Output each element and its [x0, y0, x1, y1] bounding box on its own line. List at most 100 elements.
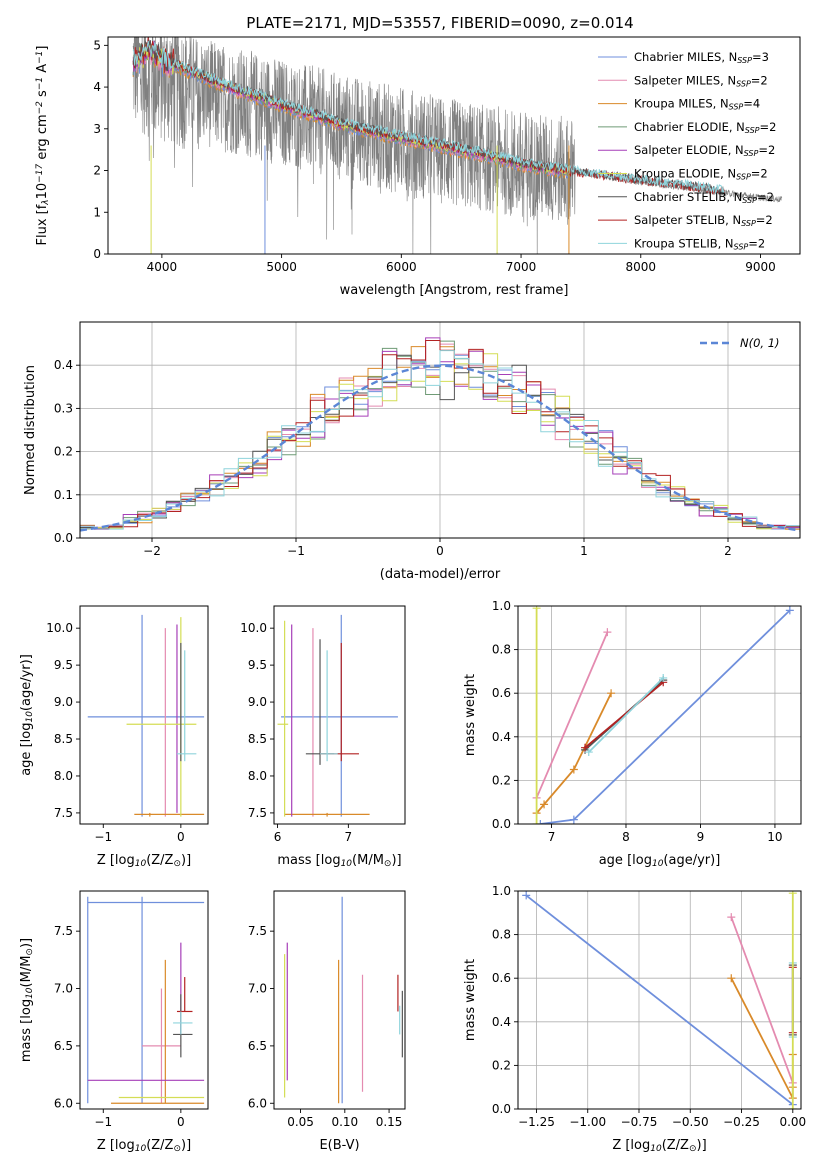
y-axis-label: Normed distribution	[23, 365, 38, 495]
model-spectrum-6	[132, 39, 725, 196]
label-script: ⊙	[173, 859, 181, 869]
x-tick-label: 0.15	[376, 1115, 403, 1129]
y-tick-label: 7.0	[54, 982, 73, 996]
legend-suffix: ​=2	[760, 120, 777, 134]
label-script: −2	[35, 101, 45, 115]
label-script: −1	[35, 77, 45, 90]
weight-line-4	[584, 681, 664, 749]
label-text: age [log	[19, 723, 34, 776]
weight-marker	[603, 628, 612, 637]
y-axis-label: age [log10​(age/yr)]	[19, 654, 35, 776]
legend-label: Chabrier ELODIE, NSSP​=2	[634, 120, 776, 135]
x-tick-label: 6000	[386, 260, 417, 274]
y-axis-label: mass weight	[463, 959, 478, 1041]
weight-marker	[788, 1105, 797, 1109]
x-axis-label: Z [log10​(Z/Z⊙​)]	[612, 1138, 706, 1154]
y-tick-label: 6.5	[248, 1039, 267, 1053]
x-axis-label: (data-model)/error	[380, 567, 501, 582]
x-axis-label: Z [log10​(Z/Z⊙​)]	[97, 1138, 191, 1154]
label-text: (data-model)/error	[380, 567, 501, 582]
legend-label: Kroupa ELODIE, NSSP​=2	[634, 167, 768, 182]
x-axis-label: E(B-V)	[319, 1138, 359, 1153]
label-text: )]	[391, 853, 401, 868]
label-script: ⊙	[173, 1144, 181, 1154]
y-tick-label: 0.4	[54, 358, 73, 372]
y-tick-label: 0.0	[492, 817, 511, 831]
label-text: A	[35, 64, 50, 77]
legend-base: Kroupa STELIB, N	[634, 236, 734, 250]
label-text: (age/yr)]	[663, 853, 720, 868]
label-text: )]	[181, 1138, 191, 1153]
y-tick-label: 8.5	[248, 732, 267, 746]
label-text: mass weight	[463, 674, 478, 756]
legend-label: Salpeter STELIB, NSSP​=2	[634, 213, 773, 228]
weight-marker	[607, 689, 616, 698]
axes: −1.25 −1.00 −0.75 −0.50 −0.25 0.00 0.0 0.2 0.4 0.…	[492, 884, 806, 1129]
legend-sub: SSP	[745, 126, 760, 135]
y-tick-label: 1.0	[492, 599, 511, 613]
x-tick-label: 0	[177, 830, 185, 844]
legend-base: Chabrier ELODIE, N	[634, 120, 745, 134]
weight-marker	[584, 748, 593, 757]
x-axis-label: wavelength [Angstrom, rest frame]	[340, 283, 569, 298]
y-tick-label: 0.4	[492, 1015, 511, 1029]
label-text: (M/M	[352, 853, 384, 868]
y-tick-label: 8.0	[54, 769, 73, 783]
weight-marker	[727, 913, 736, 922]
weight-line-0	[525, 894, 794, 1106]
label-script: ⊙	[689, 1144, 697, 1154]
y-tick-label: 6.0	[248, 1096, 267, 1110]
legend-base: Salpeter STELIB, N	[634, 213, 741, 227]
legend-suffix: ​=2	[757, 190, 774, 204]
y-tick-label: 8.5	[54, 732, 73, 746]
axes: 4000 5000 6000 7000 8000 9000 0 1 2 3 4 5	[93, 36, 801, 274]
legend-label: Chabrier MILES, NSSP​=3	[634, 50, 769, 65]
y-axis-label: mass [log10​(M/M⊙​)]	[19, 938, 35, 1062]
weight-marker	[785, 606, 794, 615]
x-axis-label: Z [log10​(Z/Z⊙​)]	[97, 853, 191, 869]
y-tick-label: 0.2	[492, 773, 511, 787]
x-tick-label: −0.50	[672, 1115, 709, 1129]
y-tick-label: 6.0	[54, 1096, 73, 1110]
y-tick-label: 0.2	[54, 445, 73, 459]
label-text: erg cm	[35, 114, 50, 163]
label-text: wavelength [Angstrom, rest frame]	[340, 283, 569, 298]
legend-label: Kroupa STELIB, NSSP​=2	[634, 236, 765, 251]
x-tick-label: −1.25	[518, 1115, 555, 1129]
legend-label: Kroupa MILES, NSSP​=4	[634, 97, 760, 112]
legend-label: Salpeter MILES, NSSP​=2	[634, 73, 768, 88]
y-tick-label: 7.5	[248, 924, 267, 938]
y-tick-label: 9.0	[54, 695, 73, 709]
legend-base: Salpeter ELODIE, N	[634, 143, 744, 157]
axes-frame	[107, 36, 801, 255]
plot-area	[532, 606, 794, 824]
spectrum-panel: 4000 5000 6000 7000 8000 9000 0 1 2 3 4 5 wavelength…	[35, 36, 801, 298]
label-script: 10	[135, 859, 147, 869]
x-tick-label: 5000	[266, 260, 297, 274]
label-script: 10	[135, 1144, 147, 1154]
label-script: 10	[650, 1144, 662, 1154]
normal-reference-curve	[80, 364, 800, 532]
y-tick-label: 0.1	[54, 488, 73, 502]
axes-frame	[273, 605, 406, 825]
y-tick-label: 10.0	[46, 621, 73, 635]
label-text: E(B-V)	[319, 1138, 359, 1153]
weight-marker	[569, 765, 578, 774]
plot-area	[277, 614, 398, 817]
x-axis-label: age [log10​(age/yr)]	[599, 853, 721, 869]
legend-sub: SSP	[729, 103, 744, 112]
label-text: s	[35, 90, 50, 101]
label-script: 10	[25, 987, 35, 999]
weight-marker	[727, 974, 736, 983]
y-tick-label: 4	[93, 80, 101, 94]
legend-sub: SSP	[744, 149, 759, 158]
label-text: (Z/Z	[146, 1138, 173, 1153]
legend-suffix: ​=2	[751, 167, 768, 181]
y-tick-label: 2	[93, 164, 101, 178]
label-text: mass weight	[463, 959, 478, 1041]
y-axis-label: mass weight	[463, 674, 478, 756]
y-tick-label: 9.0	[248, 695, 267, 709]
axes-frame	[517, 890, 802, 1110]
legend-sub: SSP	[741, 219, 756, 228]
weight-line-1	[535, 631, 609, 799]
